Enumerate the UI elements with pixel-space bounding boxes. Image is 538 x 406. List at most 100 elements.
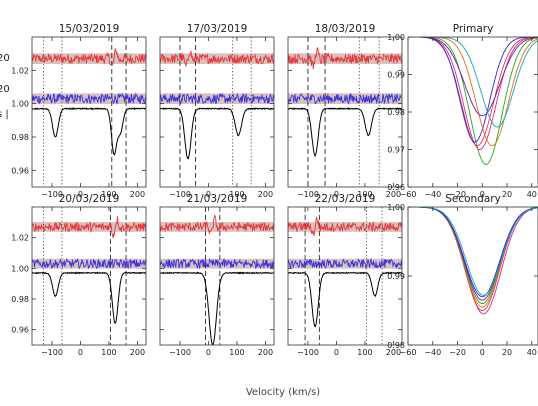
profile-line bbox=[408, 37, 538, 128]
panel-frame bbox=[287, 206, 403, 346]
y-tick-label: 0.99 bbox=[387, 71, 405, 80]
panel-title: Secondary bbox=[445, 193, 501, 205]
x-tick-label: −100 bbox=[41, 348, 63, 357]
x-tick-label: 200 bbox=[386, 190, 401, 199]
x-tick-label: 0 bbox=[206, 190, 211, 199]
panel-4: 21/03/2019−100 0 100 200 bbox=[159, 193, 275, 357]
x-tick-label: 0 bbox=[78, 190, 83, 199]
blue-residual-line bbox=[288, 257, 402, 269]
x-tick-label: 100 bbox=[357, 190, 372, 199]
panel-title: 17/03/2019 bbox=[187, 23, 248, 35]
blue-residual-line bbox=[32, 92, 146, 105]
blue-residual-line bbox=[160, 92, 274, 105]
panel-title: Primary bbox=[453, 23, 494, 35]
x-tick-label: −100 bbox=[297, 190, 319, 199]
y-tick-label: 0.98 bbox=[387, 341, 405, 350]
plot-area bbox=[408, 37, 538, 165]
red-residual-line bbox=[32, 216, 146, 238]
red-residual-line bbox=[288, 47, 402, 70]
x-tick-label: 100 bbox=[229, 348, 244, 357]
blue-residual-line bbox=[288, 92, 402, 105]
panel-frame bbox=[31, 36, 147, 188]
plot-area bbox=[160, 37, 274, 187]
x-tick-label: −40 bbox=[424, 348, 441, 357]
x-tick-label: 100 bbox=[101, 348, 116, 357]
panel-1: 17/03/2019 −100 0 100 200 bbox=[159, 23, 275, 199]
red-residual-line bbox=[160, 50, 274, 67]
x-tick-label: 0 bbox=[480, 190, 485, 199]
x-tick-label: 200 bbox=[130, 190, 145, 199]
x-tick-label: −60 bbox=[400, 348, 417, 357]
spectrum-line bbox=[32, 106, 146, 156]
panel-frame bbox=[287, 36, 403, 188]
red-residual-line bbox=[288, 216, 402, 237]
profile-line bbox=[408, 37, 538, 117]
panel-title: 22/03/2019 bbox=[315, 193, 376, 205]
panel-7: Secondary −60 −40 −20 0 20 40 0.98 0.99 1.00 bbox=[387, 193, 538, 357]
y-tick-label: 1.00 bbox=[387, 33, 405, 42]
panel-frame bbox=[407, 206, 538, 346]
plot-area bbox=[288, 207, 402, 345]
x-tick-label: 200 bbox=[258, 348, 273, 357]
red-residual-line bbox=[160, 214, 274, 235]
x-tick-label: 20 bbox=[502, 348, 512, 357]
x-tick-label: −20 bbox=[449, 190, 466, 199]
y-tick-label: 1.00 bbox=[387, 203, 405, 212]
panel-frame bbox=[407, 36, 538, 188]
x-tick-label: −100 bbox=[169, 190, 191, 199]
x-tick-label: −100 bbox=[41, 190, 63, 199]
plot-area bbox=[32, 207, 146, 345]
panel-title: 21/03/2019 bbox=[187, 193, 248, 205]
panels: 15/03/2019−100 0 100 2000.960.981.001.0217/… bbox=[11, 23, 538, 357]
x-tick-label: 20 bbox=[502, 190, 512, 199]
x-tick-label: −20 bbox=[449, 348, 466, 357]
panel-frame bbox=[159, 36, 275, 188]
red-residual-line bbox=[32, 48, 146, 66]
profile-line bbox=[408, 207, 538, 308]
y-tick-label: 0.96 bbox=[387, 183, 405, 192]
spectrum-line bbox=[288, 271, 402, 328]
x-tick-label: 0 bbox=[78, 348, 83, 357]
fragment-black-label: s | bbox=[0, 109, 9, 120]
plot-area bbox=[32, 37, 146, 187]
y-tick-label: 0.98 bbox=[387, 108, 405, 117]
red-residual-band bbox=[288, 222, 402, 232]
y-tick-label: 0.96 bbox=[11, 326, 29, 335]
red-residual-band bbox=[160, 53, 274, 64]
x-tick-label: −40 bbox=[424, 190, 441, 199]
x-tick-label: 0 bbox=[206, 348, 211, 357]
panel-2: 18/03/2019 −100 0 100 200 bbox=[287, 23, 403, 199]
x-tick-label: −100 bbox=[297, 348, 319, 357]
blue-residual-line bbox=[160, 257, 274, 270]
plot-area bbox=[288, 37, 402, 187]
x-tick-label: 40 bbox=[527, 190, 537, 199]
left-axis-fragments: 20 20 s | bbox=[0, 53, 10, 120]
panel-5: 22/03/2019−100 0 100 200 bbox=[287, 193, 403, 357]
y-tick-label: 1.02 bbox=[11, 66, 29, 75]
x-tick-label: 100 bbox=[357, 348, 372, 357]
y-tick-label: 1.02 bbox=[11, 234, 29, 243]
panel-0: 15/03/2019 −100 0 100 200 0.96 0.98 1.00 1.02 bbox=[11, 23, 147, 199]
spectrum-line bbox=[160, 107, 274, 160]
plot-area bbox=[160, 207, 274, 345]
y-tick-label: 0.99 bbox=[387, 272, 405, 281]
x-tick-label: 0 bbox=[334, 348, 339, 357]
panel-6: Primary −60 −40 −20 0 20 40 0.96 0.97 0.98 0.99 1.0… bbox=[387, 23, 538, 199]
red-residual-band bbox=[32, 53, 146, 64]
y-tick-label: 1.00 bbox=[11, 100, 29, 109]
y-tick-label: 1.00 bbox=[11, 264, 29, 273]
profile-line bbox=[408, 207, 538, 296]
blue-residual-line bbox=[32, 257, 146, 270]
panel-title: 20/03/2019 bbox=[59, 193, 120, 205]
panel-frame bbox=[31, 206, 147, 346]
y-tick-label: 0.96 bbox=[11, 166, 29, 175]
spectrum-line bbox=[288, 107, 402, 157]
x-tick-label: 200 bbox=[130, 348, 145, 357]
profile-line bbox=[408, 37, 538, 165]
x-tick-label: 200 bbox=[386, 348, 401, 357]
plot-area bbox=[408, 207, 538, 315]
x-tick-label: 100 bbox=[229, 190, 244, 199]
fragment-red-label: 20 bbox=[0, 53, 10, 64]
